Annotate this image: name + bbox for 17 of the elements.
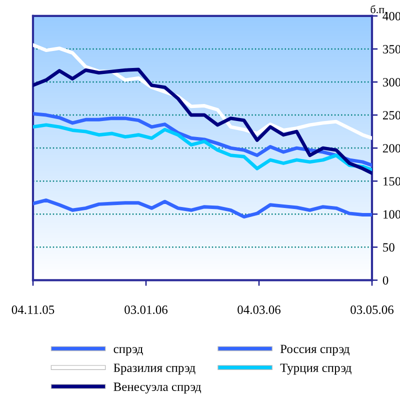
line-series (33, 68, 372, 175)
y-tick-label: 50 (383, 243, 394, 252)
legend-label: спрэд (114, 347, 143, 356)
legend-label: Турция спрэд (280, 364, 352, 375)
x-tick-label: 04.03.06 (238, 306, 280, 314)
x-tick-label: 03.05.06 (350, 306, 394, 314)
x-tick-label: 03.01.06 (124, 306, 168, 314)
legend-label: Россия спрэд (280, 344, 350, 356)
y-tick-label: 0 (382, 276, 388, 285)
x-tick-label: 04.11.05 (12, 306, 54, 314)
y-axis-title: б.п. (370, 5, 387, 14)
line-series (33, 198, 372, 218)
line-series (33, 123, 372, 172)
line-series (33, 43, 372, 140)
legend-label: Венесуэла спрэд (114, 382, 202, 394)
line-series (33, 112, 372, 167)
legend-label: Бразилия спрэд (114, 364, 196, 375)
